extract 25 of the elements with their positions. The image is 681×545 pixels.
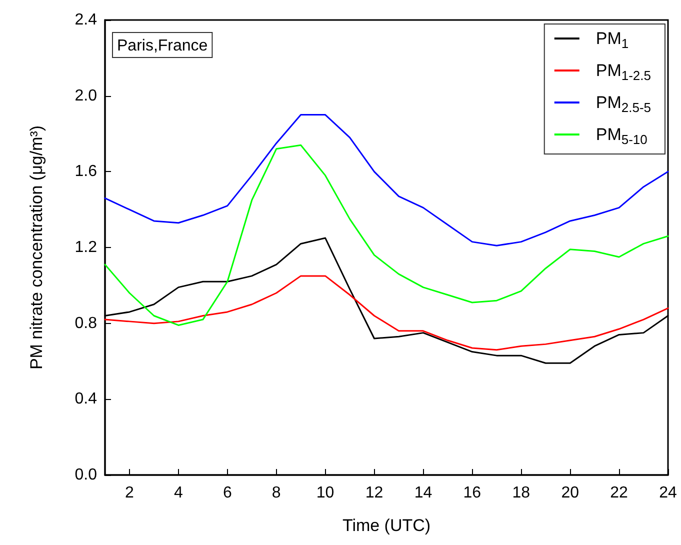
line-series: [104, 275, 669, 351]
line-series: [104, 114, 669, 246]
y-tick-label: 1.2: [74, 239, 98, 256]
x-tick-label: 2: [125, 484, 134, 502]
x-tick-label: 24: [659, 484, 677, 502]
x-tick-label: 4: [174, 484, 183, 502]
x-tick-label: 18: [512, 484, 530, 502]
x-axis-title: Time (UTC): [342, 516, 431, 535]
x-tick-label: 10: [316, 484, 334, 502]
y-tick-label: 1.6: [74, 163, 98, 180]
y-axis-title: PM nitrate concentration (μg/m³): [27, 125, 46, 370]
line-series: [104, 144, 669, 326]
x-tick-label: 14: [414, 484, 432, 502]
x-tick-label: 20: [561, 484, 580, 502]
y-tick-label: 0.4: [74, 390, 98, 408]
x-tick-label: 12: [365, 484, 384, 502]
x-tick-label: 6: [222, 484, 232, 502]
x-tick-label: 22: [610, 484, 628, 502]
y-tick-label: 0.0: [74, 466, 98, 484]
y-tick-label: 0.8: [74, 314, 98, 332]
x-tick-label: 16: [463, 484, 482, 502]
y-tick-label: 2.4: [74, 12, 98, 28]
annotation: Paris,France: [117, 38, 208, 54]
x-tick-label: 8: [272, 484, 281, 502]
y-tick-label: 2.0: [74, 87, 98, 104]
